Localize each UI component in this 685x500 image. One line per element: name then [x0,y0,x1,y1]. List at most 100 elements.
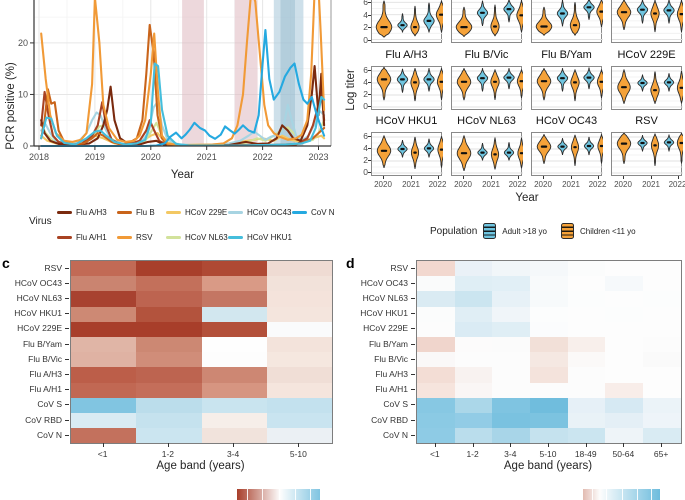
violin-median [679,86,684,89]
heatmap-cell [71,291,137,307]
heatmap-row-label: HCoV HKU1 [14,308,62,319]
x-tick-label: 2019 [85,152,105,162]
heatmap-cell [417,321,455,337]
heatmap-cell [71,397,137,413]
violin-facet-svg [612,69,685,108]
x-tick-label: 2021 [197,152,217,162]
violin-y-tick-label: 0 [363,101,368,111]
virus-legend: Flu A/H3 Flu B HCoV 229E HCoV OC43 CoV N Flu … [0,202,345,246]
heatmap-cell [201,276,267,292]
violin-2021-c [650,71,660,104]
violin-x-tick [383,176,384,179]
heatmap-row-tick [65,298,69,299]
heatmap-cell [417,306,455,322]
violin-median [599,144,604,148]
heatmap-cell [201,336,267,353]
violin-median [666,141,672,144]
violin-2020-c [455,6,473,37]
panel-d: d RSV HCoV OC43 HCoV NL63 HCoV HKU1 HCoV 229… [342,252,685,500]
heatmap-cell [605,306,644,322]
heatmap-row-label: HCoV OC43 [360,277,408,288]
violin-x-tick [437,176,439,179]
heatmap-cell [492,261,531,277]
virus-legend-swatch [57,211,72,214]
heatmap-row-tick [411,389,415,391]
violin-y-tick-label: 2 [363,22,368,33]
heatmap-row-label: Flu B/Vic [28,353,62,364]
virus-legend-item: Flu B [117,208,155,217]
violin-2021-c [570,69,580,102]
virus-legend-swatch [117,211,132,214]
violin-y-tick-label: 6 [363,65,368,75]
violin-median [380,78,388,81]
violin-x-tick [543,176,544,179]
violin-median [493,153,497,156]
violin-y-tick [368,27,371,29]
heatmap-cell [417,382,455,398]
violin-x-tick-label: 2020 [374,180,392,189]
heatmap-cell [417,261,455,277]
violin-median [480,151,485,154]
virus-legend-label: Flu B [136,208,155,217]
heatmap-cell [201,352,267,368]
violin-facet-panel [371,132,446,176]
violin-facet-svg [452,135,526,174]
violin-2021-a [397,13,408,33]
violin-x-tick [463,176,464,179]
violin-median [666,9,672,12]
heatmap-cell [605,261,644,277]
violin-median [380,149,388,152]
heatmap-row-label: HCoV NL63 [16,293,62,303]
violin-grid: 6 4 2 0 6 4 2 0 Flu A/H3 Flu B/Vic Flu B/Yam HCoV 2… [342,0,685,210]
facet-label: HCoV HKU1 [375,115,438,127]
heatmap-cell [417,397,455,413]
facet-label: Flu A/H3 [385,49,428,61]
violin-median [460,26,468,29]
heatmap-cell [71,276,137,292]
x-tick-label: 2020 [141,152,161,162]
violin-y-tick-label: 2 [363,155,368,165]
colorbar-tick [246,489,248,500]
violin-x-tick-label: 2022 [588,180,607,189]
violin-y-tick-label: 0 [363,34,368,45]
heatmap-cell [492,367,531,383]
violin-median [640,8,645,11]
violin-median [653,12,657,15]
heatmap-cell [201,306,267,322]
violin-median [506,151,512,154]
heatmap-cell [567,412,606,429]
virus-legend-label: HCoV OC43 [247,208,292,217]
panel-b-x-axis-title: Year [515,192,539,204]
violin-2022-c [676,132,685,164]
panel-c-x-axis-title: Age band (years) [156,460,245,472]
violin-x-tick-label: 2021 [562,180,580,189]
heatmap-col-tick [102,443,104,448]
panel-a-x-axis-title: Year [170,169,195,181]
violin-2022-c [437,136,446,168]
heatmap-cell [530,291,568,307]
violin-median [413,26,417,29]
violin-2020-c [375,0,393,38]
heatmap-cell [201,428,267,444]
heatmap-cell [136,276,202,292]
heatmap-col-label: 3-4 [504,449,517,460]
facet-label: RSV [635,115,658,127]
violin-2021-c [410,5,420,37]
heatmap-col-label: 5-10 [539,449,557,460]
violin-facet-panel [611,132,685,176]
heatmap-row-label: Flu B/Yam [368,338,408,349]
heatmap-col-label: <1 [97,449,108,460]
heatmap-col-tick [233,443,235,448]
violin-y-tick [368,39,371,41]
heatmap-cell [454,428,493,444]
violin-2021-a [396,68,409,93]
violin-y-tick-label: 4 [363,9,368,20]
violin-median [586,6,592,9]
virus-legend-label: HCoV HKU1 [247,233,292,242]
heatmap-col-tick [548,443,549,448]
heatmap-cell [136,321,202,337]
heatmap-row-tick [65,434,69,436]
heatmap-cell [643,291,681,307]
heatmap-cell [643,306,681,322]
violin-median [460,152,468,155]
